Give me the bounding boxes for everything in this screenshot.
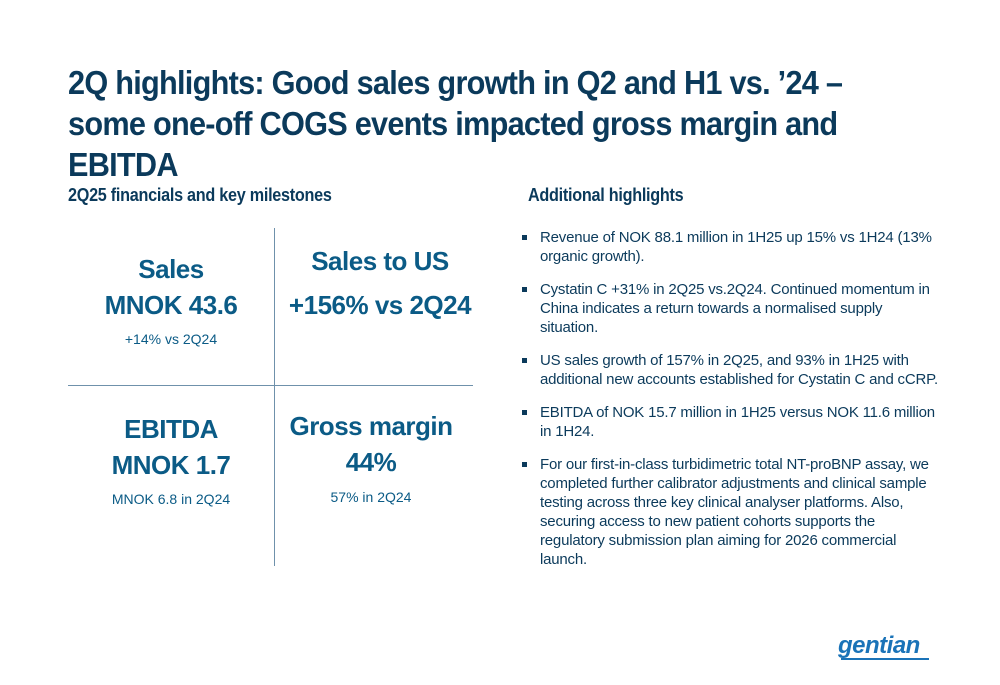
highlights-heading: Additional highlights <box>528 185 684 205</box>
highlight-text: EBITDA of NOK 15.7 million in 1H25 versu… <box>540 404 935 440</box>
kpi-sales: Sales MNOK 43.6 +14% vs 2Q24 <box>68 251 274 348</box>
kpi-sales-value: MNOK 43.6 <box>104 290 238 320</box>
highlight-item: For our first-in-class turbidimetric tot… <box>520 455 940 569</box>
kpi-gross-margin-label: Gross margin <box>289 411 453 441</box>
kpi-horizontal-divider <box>68 385 473 386</box>
logo-underline <box>841 658 929 660</box>
highlight-text: For our first-in-class turbidimetric tot… <box>540 456 929 568</box>
kpi-ebitda-value: MNOK 1.7 <box>111 450 231 480</box>
kpi-sales-label: Sales <box>138 254 204 284</box>
highlight-item: Revenue of NOK 88.1 million in 1H25 up 1… <box>520 228 940 266</box>
bullet-square-icon <box>522 235 527 240</box>
kpi-gross-margin-value: 44% <box>345 447 397 477</box>
highlight-text: Revenue of NOK 88.1 million in 1H25 up 1… <box>540 229 932 265</box>
highlight-text: Cystatin C +31% in 2Q25 vs.2Q24. Continu… <box>540 281 930 336</box>
bullet-square-icon <box>522 358 527 363</box>
kpi-vertical-divider <box>274 228 275 566</box>
kpi-sales-us-label: Sales to US <box>311 246 449 276</box>
highlights-list: Revenue of NOK 88.1 million in 1H25 up 1… <box>520 228 940 583</box>
bullet-square-icon <box>522 287 527 292</box>
kpi-ebitda-label: EBITDA <box>124 414 218 444</box>
highlight-item: US sales growth of 157% in 2Q25, and 93%… <box>520 351 940 389</box>
highlight-text: US sales growth of 157% in 2Q25, and 93%… <box>540 352 938 388</box>
kpi-sales-comparison: +14% vs 2Q24 <box>124 331 218 347</box>
gentian-logo: gentian <box>838 632 920 659</box>
bullet-square-icon <box>522 410 527 415</box>
highlight-item: EBITDA of NOK 15.7 million in 1H25 versu… <box>520 403 940 441</box>
kpi-ebitda-comparison: MNOK 6.8 in 2Q24 <box>111 491 231 507</box>
bullet-square-icon <box>522 462 527 467</box>
kpi-sales-us: Sales to US +156% vs 2Q24 <box>278 243 482 323</box>
kpi-gross-margin-comparison: 57% in 2Q24 <box>330 489 412 505</box>
slide-title: 2Q highlights: Good sales growth in Q2 a… <box>68 64 843 183</box>
highlight-item: Cystatin C +31% in 2Q25 vs.2Q24. Continu… <box>520 280 940 337</box>
kpi-gross-margin: Gross margin 44% 57% in 2Q24 <box>270 408 472 506</box>
financials-heading: 2Q25 financials and key milestones <box>68 185 332 205</box>
kpi-ebitda: EBITDA MNOK 1.7 MNOK 6.8 in 2Q24 <box>68 411 274 508</box>
kpi-sales-us-value: +156% vs 2Q24 <box>288 290 472 320</box>
